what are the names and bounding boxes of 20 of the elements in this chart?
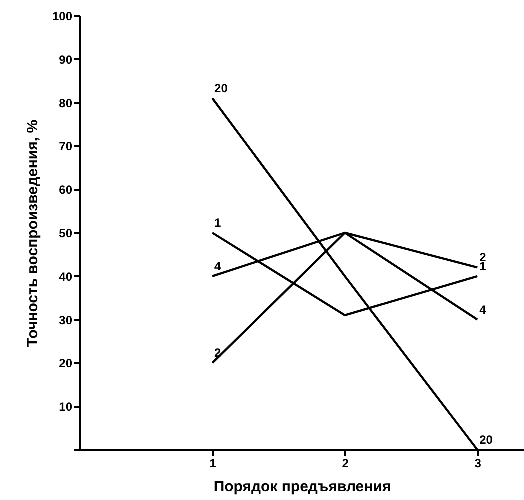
text: 20 [214, 81, 228, 96]
y-tick-label: 30 [59, 313, 73, 328]
x-tick-label: 3 [474, 456, 482, 470]
x-axis-title: Порядок предъявления [214, 478, 392, 496]
y-tick-label: 50 [59, 226, 73, 240]
series-label: 4 [214, 259, 222, 274]
y-tick-label: 20 [59, 356, 73, 371]
y-tick-label: 40 [59, 270, 73, 284]
y-tick-label: 70 [59, 140, 73, 154]
y-tick-label: 100 [52, 10, 73, 24]
y-tick-label: 90 [59, 52, 73, 67]
y-tick-label: 10 [59, 400, 73, 414]
series-label: 1 [214, 216, 222, 230]
y-axis-title: Точность воспроизведения, % [24, 120, 42, 348]
series-label: 20 [480, 433, 494, 447]
y-tick-label: 60 [59, 183, 73, 198]
x-tick-label: 2 [342, 456, 350, 470]
y-tick-label: 80 [59, 96, 73, 110]
text: 4 [480, 302, 486, 317]
x-tick-label: 1 [210, 456, 217, 470]
